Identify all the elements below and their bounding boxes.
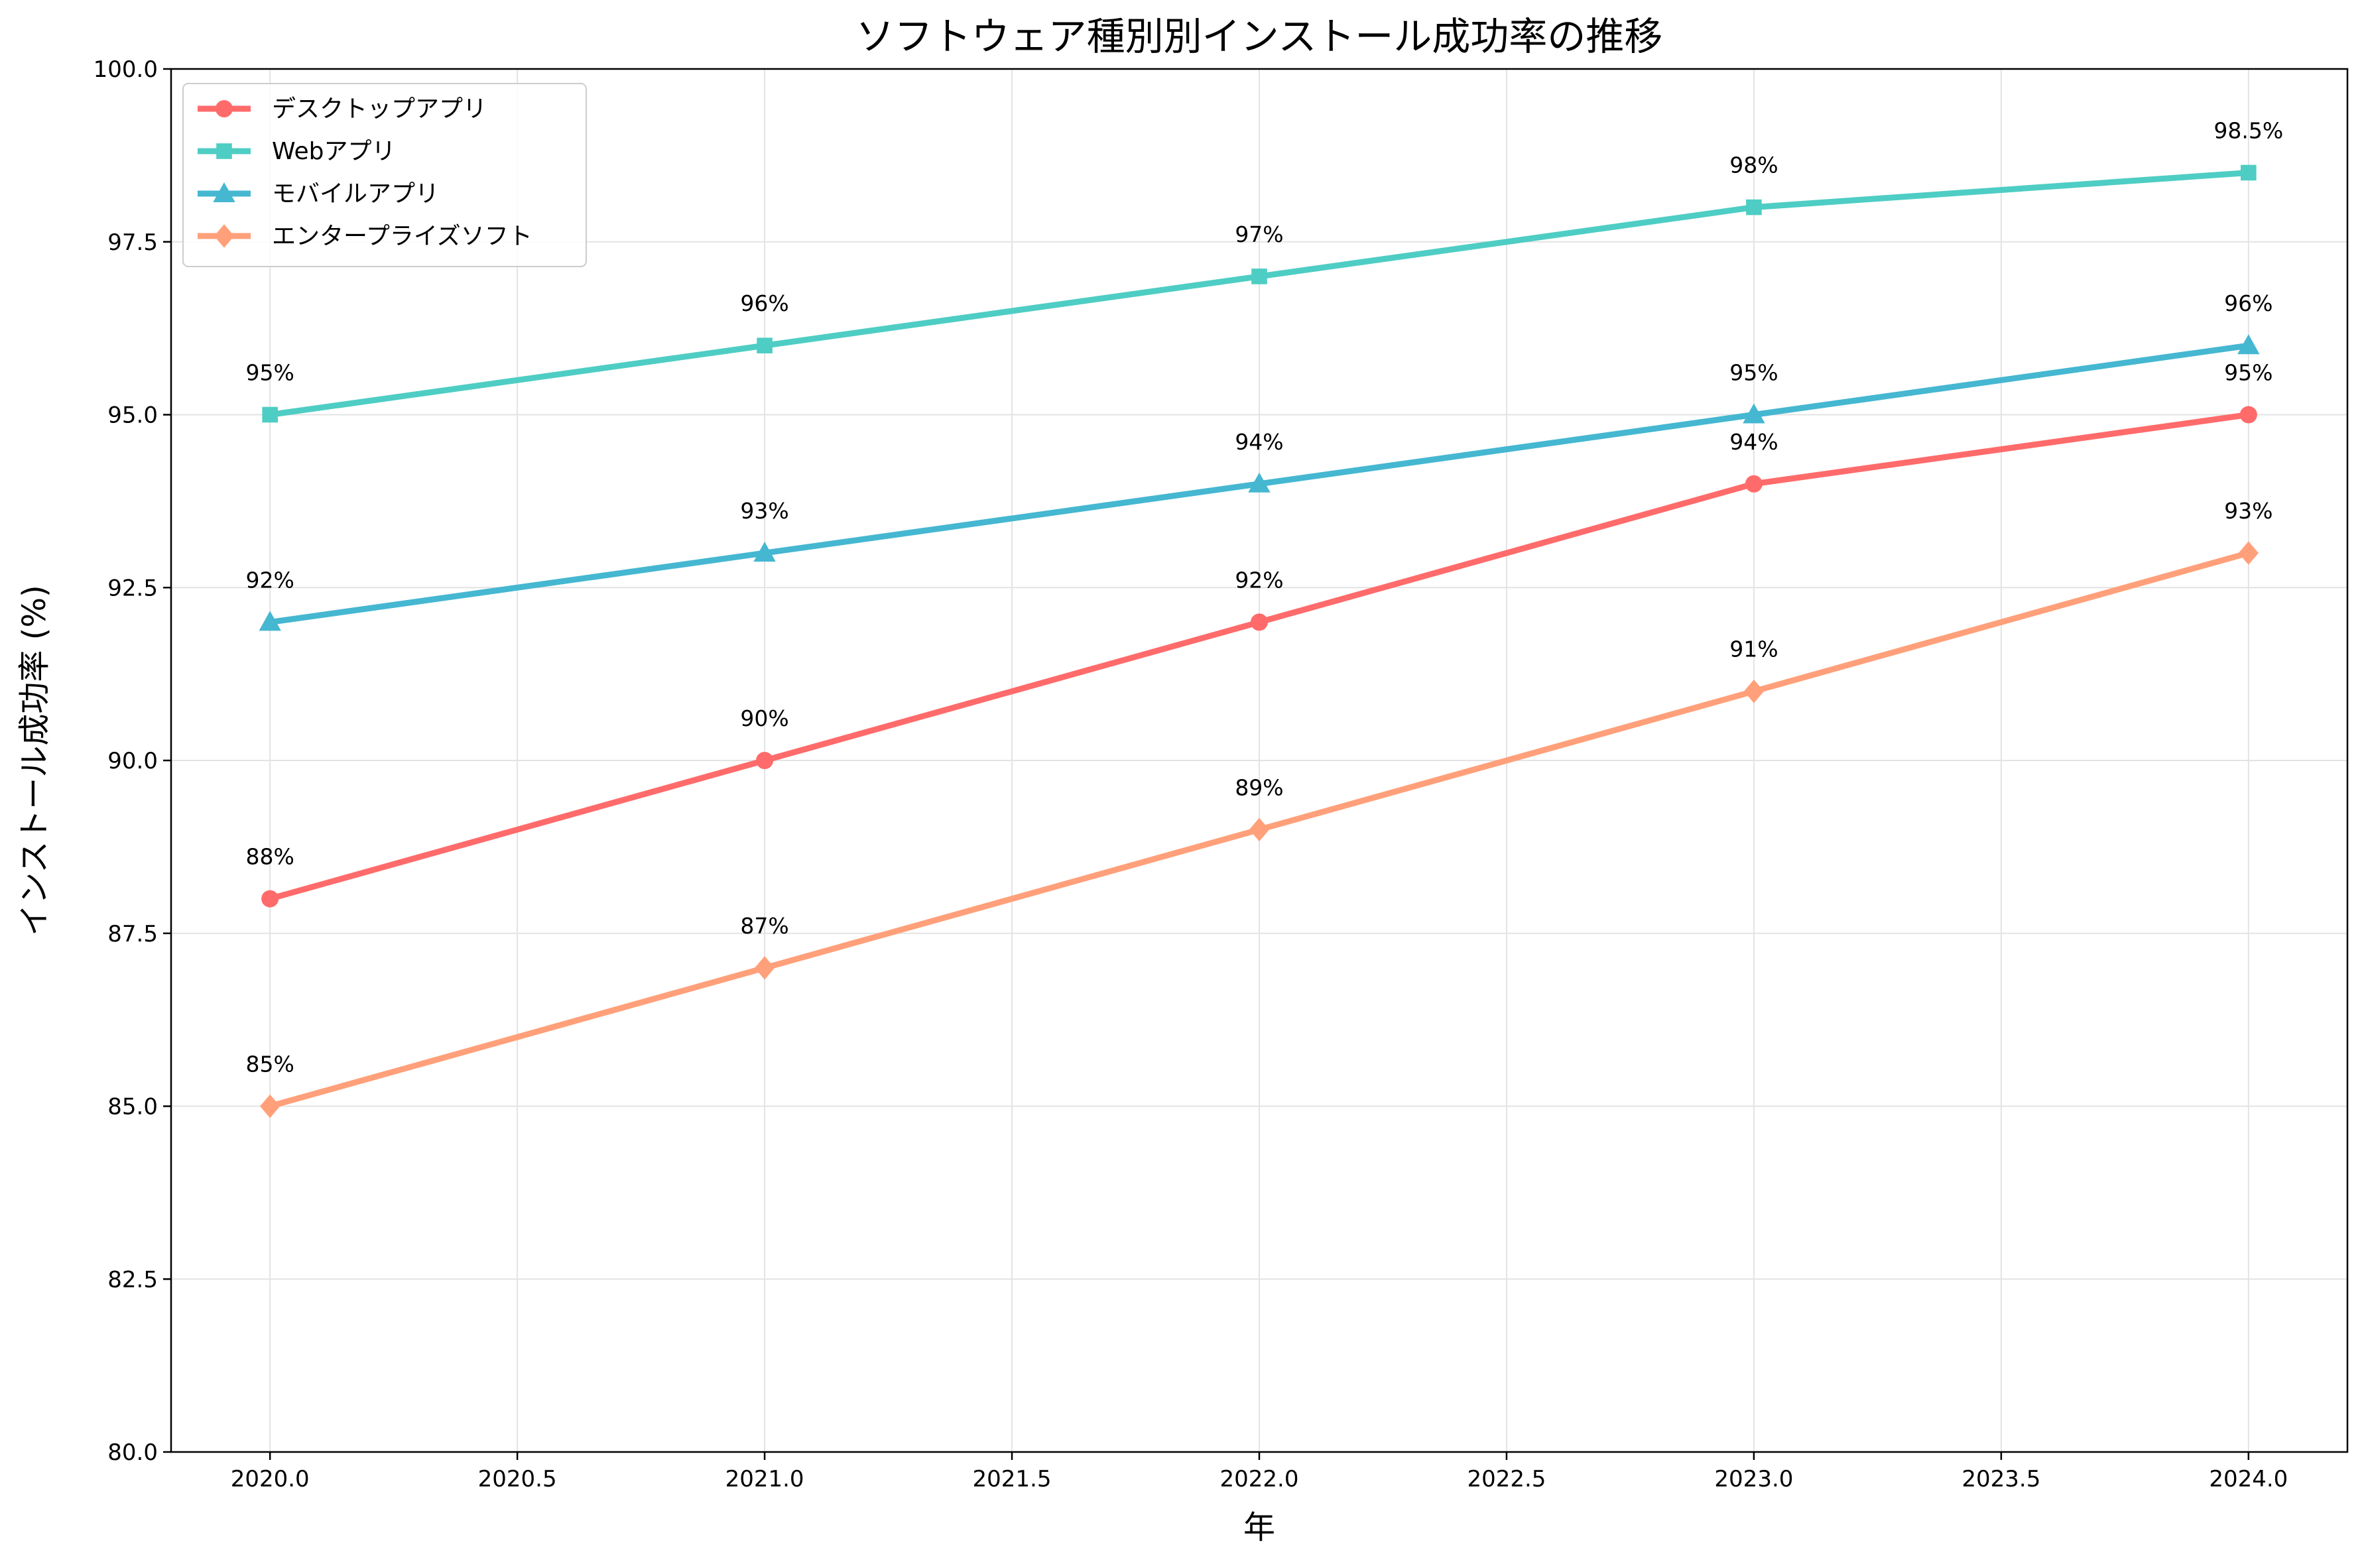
series-group [259,164,2260,1118]
legend-label: エンタープライズソフト [272,223,532,250]
data-label: 95% [2224,360,2273,386]
data-label: 98% [1729,152,1778,178]
data-point-marker [753,542,776,562]
data-point-marker [1743,679,1764,703]
chart-title: ソフトウェア種別別インストール成功率の推移 [856,14,1663,59]
legend-box [182,83,587,267]
data-label: 91% [1729,636,1778,662]
data-point-marker [2239,406,2257,424]
series-0 [261,406,2257,908]
data-label: 97% [1235,221,1283,247]
x-tick-label: 2020.5 [478,1466,557,1492]
x-axis-label: 年 [1243,1509,1275,1546]
data-label: 92% [1235,567,1283,593]
data-point-marker [261,890,279,908]
data-labels: 88% 90% 92% 94% 95% 95% 96% 97% 98% 98.5% 92% 93% 94… [246,117,2284,1077]
y-tick-label: 82.5 [107,1266,158,1293]
x-tick-label: 2020.0 [231,1466,310,1492]
data-label: 85% [246,1052,294,1077]
data-point-marker [1249,817,1270,842]
y-tick-label: 87.5 [107,921,158,947]
data-point-marker [2238,541,2259,565]
data-point-marker [262,406,278,423]
data-label: 95% [1729,360,1778,386]
data-label: 98.5% [2213,117,2283,143]
data-point-marker [1746,199,1762,215]
data-label: 89% [1235,774,1283,800]
axis-ticks: 2020.0 2020.5 2021.0 2021.5 2022.0 2022.5 2023… [93,56,2288,1492]
data-point-marker [1745,475,1763,493]
data-label: 93% [740,498,788,524]
legend-marker [216,143,232,159]
data-point-marker [260,1094,280,1118]
series-1 [262,164,2257,423]
x-tick-label: 2021.0 [725,1466,804,1492]
x-tick-label: 2022.0 [1220,1466,1299,1492]
y-tick-label: 92.5 [107,575,158,601]
y-axis-label: インストール成功率 (%) [16,585,53,935]
data-point-marker [2241,164,2257,181]
y-tick-label: 95.0 [107,402,158,429]
data-label: 90% [740,705,788,731]
y-tick-label: 80.0 [107,1439,158,1466]
x-tick-label: 2024.0 [2209,1466,2288,1492]
data-point-marker [757,337,773,353]
legend-marker [216,100,233,117]
y-tick-label: 97.5 [107,229,158,256]
legend-label: デスクトップアプリ [272,95,487,123]
x-tick-label: 2023.0 [1714,1466,1793,1492]
series-2 [259,334,2260,631]
data-point-marker [1743,403,1765,424]
data-label: 96% [740,290,788,316]
x-tick-label: 2021.5 [973,1466,1052,1492]
legend-label: Webアプリ [272,138,396,165]
data-point-marker [2237,334,2260,355]
data-label: 95% [246,360,294,386]
series-3 [260,541,2259,1118]
data-point-marker [1251,613,1268,631]
data-point-marker [1251,269,1267,284]
data-label: 94% [1235,429,1283,455]
data-point-marker [1248,472,1271,493]
data-label: 88% [246,844,294,870]
y-tick-label: 90.0 [107,748,158,774]
x-tick-label: 2023.5 [1961,1466,2040,1492]
y-tick-label: 85.0 [107,1094,158,1120]
data-point-marker [755,956,775,980]
data-label: 94% [1729,429,1778,455]
data-point-marker [756,752,774,769]
data-label: 93% [2224,498,2273,524]
data-label: 87% [740,913,788,939]
legend-marker [214,224,235,248]
x-tick-label: 2022.5 [1467,1466,1546,1492]
data-label: 96% [2224,290,2273,316]
legend-marker [213,182,235,202]
data-point-marker [259,611,281,631]
y-tick-label: 100.0 [93,56,158,83]
data-label: 92% [246,567,294,593]
legend-label: モバイルアプリ [272,180,439,208]
